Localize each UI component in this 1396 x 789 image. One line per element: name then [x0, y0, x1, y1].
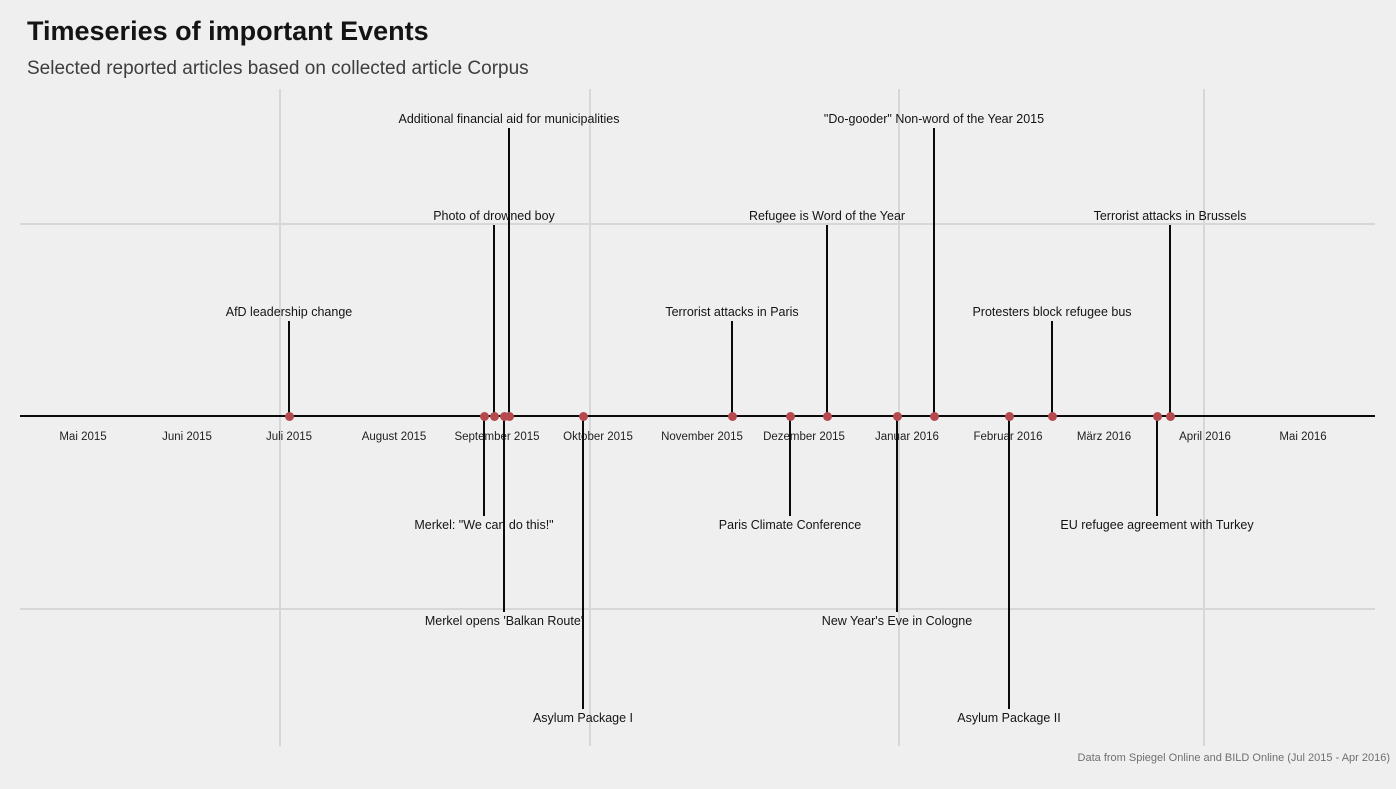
- event-dot: [284, 411, 294, 421]
- axis-tick-label: September 2015: [454, 431, 540, 443]
- event-line: [896, 416, 898, 612]
- event-label: Terrorist attacks in Brussels: [1093, 209, 1247, 223]
- event-dot: [489, 411, 499, 421]
- event-dot: [578, 411, 588, 421]
- axis-tick-label: Juni 2015: [162, 431, 212, 443]
- event-line: [826, 225, 828, 416]
- event-line: [1169, 225, 1171, 416]
- event-dot: [499, 411, 509, 421]
- event-dot: [504, 411, 514, 421]
- event-dot: [1004, 411, 1014, 421]
- event-line: [503, 416, 505, 612]
- axis-tick-label: Juli 2015: [265, 431, 313, 443]
- event-label: Photo of drowned boy: [433, 209, 555, 223]
- axis-tick-label: April 2016: [1179, 431, 1231, 443]
- event-dot: [892, 411, 902, 421]
- vertical-gridline: [589, 89, 591, 746]
- event-dot: [1165, 411, 1175, 421]
- chart-subtitle: Selected reported articles based on coll…: [27, 58, 529, 79]
- event-label: Asylum Package I: [532, 711, 634, 725]
- event-dot: [929, 411, 939, 421]
- event-label: Protesters block refugee bus: [972, 305, 1132, 319]
- event-label: "Do-gooder" Non-word of the Year 2015: [823, 112, 1045, 126]
- event-line: [731, 321, 733, 416]
- event-dot: [479, 411, 489, 421]
- event-dot: [1047, 411, 1057, 421]
- event-line: [582, 416, 584, 709]
- event-line: [288, 321, 290, 416]
- event-label: Additional financial aid for municipalit…: [398, 112, 620, 126]
- event-label: Asylum Package II: [957, 711, 1061, 725]
- event-line: [1051, 321, 1053, 416]
- axis-tick-label: August 2015: [361, 431, 427, 443]
- event-line: [789, 416, 791, 516]
- data-source-caption: Data from Spiegel Online and BILD Online…: [1077, 752, 1390, 764]
- axis-tick-label: März 2016: [1076, 431, 1132, 443]
- event-line: [933, 128, 935, 416]
- axis-tick-label: Oktober 2015: [563, 431, 633, 443]
- axis-tick-label: Dezember 2015: [763, 431, 845, 443]
- vertical-gridline: [1203, 89, 1205, 746]
- timeline-axis: [20, 415, 1375, 417]
- event-dot: [1152, 411, 1162, 421]
- event-dot: [785, 411, 795, 421]
- event-label: Paris Climate Conference: [718, 518, 862, 532]
- event-line: [1008, 416, 1010, 709]
- event-label: AfD leadership change: [225, 305, 353, 319]
- event-line: [508, 128, 510, 416]
- event-line: [493, 225, 495, 416]
- axis-tick-label: Mai 2016: [1279, 431, 1327, 443]
- event-label: Merkel: "We can do this!": [414, 518, 554, 532]
- axis-tick-label: Mai 2015: [59, 431, 107, 443]
- event-label: Terrorist attacks in Paris: [665, 305, 799, 319]
- event-dot: [822, 411, 832, 421]
- axis-tick-label: Februar 2016: [973, 431, 1043, 443]
- event-label: Refugee is Word of the Year: [748, 209, 906, 223]
- event-label: New Year's Eve in Cologne: [821, 614, 973, 628]
- axis-tick-label: November 2015: [661, 431, 743, 443]
- event-label: EU refugee agreement with Turkey: [1060, 518, 1254, 532]
- axis-tick-label: Januar 2016: [875, 431, 939, 443]
- event-line: [1156, 416, 1158, 516]
- horizontal-gridline: [20, 223, 1375, 225]
- horizontal-gridline: [20, 608, 1375, 610]
- event-dot: [727, 411, 737, 421]
- event-label: Merkel opens 'Balkan Route': [424, 614, 584, 628]
- chart-title: Timeseries of important Events: [27, 16, 429, 46]
- event-line: [483, 416, 485, 516]
- vertical-gridline: [279, 89, 281, 746]
